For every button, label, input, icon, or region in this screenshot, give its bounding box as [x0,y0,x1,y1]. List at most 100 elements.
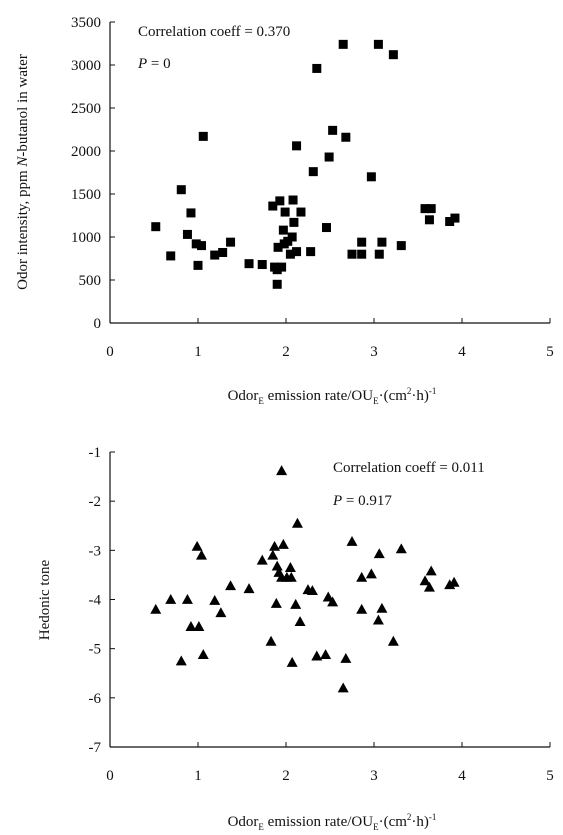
data-point [277,262,287,272]
data-point [256,554,268,565]
data-point [373,39,383,49]
data-point [292,141,302,151]
data-point [347,249,357,259]
data-point [337,682,349,693]
data-point [286,656,298,667]
data-point [276,465,288,476]
data-point [356,603,368,614]
y-tick-label: -3 [89,543,102,559]
data-point [269,540,281,551]
x-tick-label: 1 [194,768,202,784]
p-value-annotation: P = 0.917 [332,493,392,509]
data-point [176,185,186,195]
data-point [365,568,377,579]
data-point [321,223,331,233]
data-point [366,172,376,182]
p-label: P [137,56,147,72]
p-label: P [332,493,342,509]
data-point [294,616,306,627]
x-tick-label: 0 [106,768,114,784]
x-tick-label: 4 [458,344,466,360]
data-point [243,583,255,594]
data-point [395,543,407,554]
x-tick-label: 2 [282,768,290,784]
correlation-annotation: Correlation coeff = 0.011 [333,460,485,476]
data-point [311,650,323,661]
data-point [357,237,367,247]
data-point [285,249,295,259]
p-value: = 0.917 [342,493,392,509]
data-point [373,548,385,559]
data-point [346,535,358,546]
y-tick-label: -1 [89,445,102,461]
data-point [419,575,431,586]
data-point [270,597,282,608]
data-point [448,576,460,587]
y-tick-label: -5 [89,642,102,658]
data-point [424,215,434,225]
data-point [376,602,388,613]
data-point [450,213,460,223]
y-axis-title: Odor intensity, ppm N-butanol in water [15,54,31,290]
correlation-annotation: Correlation coeff = 0.370 [138,24,290,40]
data-point [284,562,296,572]
x-tick-label: 5 [546,768,554,784]
data-point [226,237,236,247]
x-tick-label: 3 [370,768,378,784]
data-point [225,580,237,591]
data-point [290,598,302,609]
x-axis-title: OdorE emission rate/OUE·(cm2·h)-1 [228,386,437,406]
data-point [396,241,406,251]
data-point [372,614,384,625]
data-point [320,649,332,659]
data-point [191,239,201,249]
y-tick-label: 1500 [71,187,101,203]
data-point [191,540,203,551]
data-point [198,131,208,141]
chart-odor-intensity: 0 500 1000 1500 2000 2500 3000 3500 0 1 2 3 4 5 Corre… [15,15,554,406]
data-point [209,594,221,605]
chart-hedonic-tone: -1 -2 -3 -4 -5 -6 -70 1 2 3 4 5 Correlation coeff =… [37,445,554,832]
data-point [197,649,209,659]
x-tick-label: 3 [370,344,378,360]
data-point [265,635,277,646]
y-tick-label: 500 [79,273,102,289]
data-point [327,596,339,607]
data-point [277,538,289,549]
data-point [306,585,318,596]
data-point [388,50,398,60]
data-point [166,251,176,261]
data-point [196,549,208,560]
y-tick-label: 1000 [71,230,101,246]
x-tick-label: 5 [546,344,554,360]
y-tick-label: 2500 [71,101,101,117]
data-point [291,517,303,528]
data-point [193,260,203,270]
data-point [296,207,306,217]
data-point [268,201,278,211]
data-point [197,241,207,251]
y-tick-label: 2000 [71,144,101,160]
data-point [186,208,196,218]
y-tick-label: -6 [89,691,102,707]
data-point [182,229,192,239]
p-value: = 0 [147,56,170,72]
data-point [425,565,437,576]
data-point [340,653,352,663]
data-point [278,225,288,235]
data-point [210,250,220,260]
data-point [288,195,298,205]
data-point [280,207,290,217]
data-point [287,232,297,242]
data-point [185,621,197,631]
x-tick-label: 2 [282,344,290,360]
y-tick-label: 3500 [71,15,101,31]
data-point [175,655,187,666]
data-point [324,152,334,162]
data-point [181,594,193,604]
data-point [423,581,435,592]
data-point [387,635,399,646]
data-point [338,39,348,49]
data-point [218,247,228,257]
